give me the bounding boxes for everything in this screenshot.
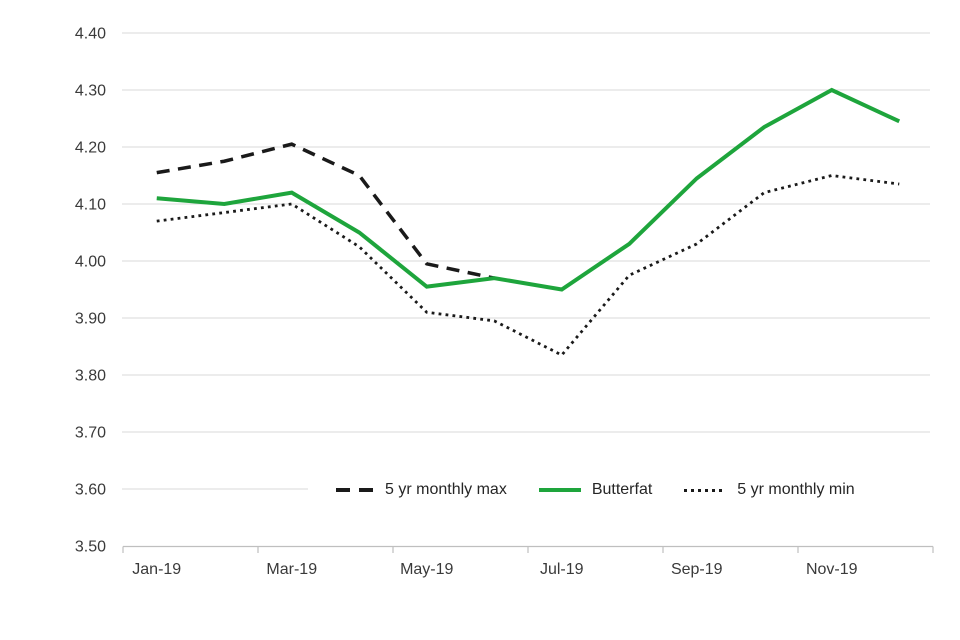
y-axis-label: 4.30 xyxy=(75,83,106,100)
y-axis-label: 3.80 xyxy=(75,368,106,385)
legend-item-5-yr-monthly-min: 5 yr monthly min xyxy=(684,481,855,499)
legend-label-min: 5 yr monthly min xyxy=(737,481,855,498)
series-line-butterfat xyxy=(156,87,901,292)
legend-item-5-yr-monthly-max: 5 yr monthly max xyxy=(336,481,507,499)
x-axis-label: May-19 xyxy=(400,561,453,578)
x-axis-label: Sep-19 xyxy=(671,561,723,578)
legend-label-max: 5 yr monthly max xyxy=(385,481,507,498)
y-axis-label: 4.40 xyxy=(75,26,106,43)
x-axis-label: Nov-19 xyxy=(806,561,858,578)
dashed-line-swatch-icon xyxy=(336,488,374,492)
legend-item-butterfat: Butterfat xyxy=(538,481,653,499)
y-axis-label: 4.10 xyxy=(75,197,106,214)
series-line-5-yr-monthly-min xyxy=(156,174,900,357)
y-axis-label: 3.50 xyxy=(75,539,106,556)
y-axis-label: 3.70 xyxy=(75,425,106,442)
dotted-line-swatch-icon xyxy=(684,488,727,492)
y-axis-label: 3.90 xyxy=(75,311,106,328)
x-axis-label: Jul-19 xyxy=(540,561,584,578)
x-axis-label: Mar-19 xyxy=(266,561,317,578)
chart-legend: 5 yr monthly max Butterfat 5 yr monthly … xyxy=(308,476,938,504)
y-axis-label: 4.00 xyxy=(75,254,106,271)
x-axis-label: Jan-19 xyxy=(132,561,181,578)
y-axis-label: 4.20 xyxy=(75,140,106,157)
y-axis-label: 3.60 xyxy=(75,482,106,499)
series-line-5-yr-monthly-max xyxy=(156,142,495,280)
solid-line-swatch-icon xyxy=(538,488,581,492)
legend-label-butterfat: Butterfat xyxy=(591,481,653,498)
